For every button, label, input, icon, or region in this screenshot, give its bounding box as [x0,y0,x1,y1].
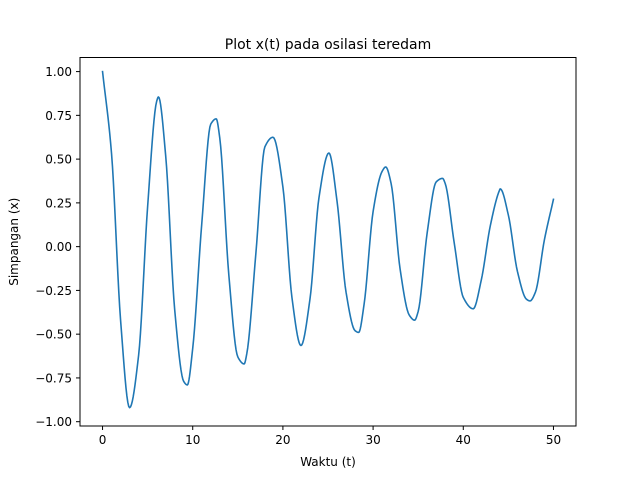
y-tick-label: 1.00 [45,65,72,79]
series-group [101,70,555,409]
x-tick-label: 50 [546,433,561,447]
y-tick-label: −0.75 [35,371,72,385]
y-axis-label: Simpangan (x) [7,198,21,286]
y-tick-label: 0.25 [45,196,72,210]
y-tick-label: 0.50 [45,153,72,167]
x-tick-label: 20 [275,433,290,447]
x-axis-label: Waktu (t) [300,455,356,469]
plot-frame [79,57,577,427]
y-axis-ticks: −1.00 −0.75 −0.50 −0.25 0.00 0.25 0.50 0.75 1.00 [35,65,80,429]
y-tick-label: −0.25 [35,284,72,298]
x-tick-label: 0 [99,433,107,447]
y-tick-label: 0.00 [45,240,72,254]
y-tick-label: −1.00 [35,415,72,429]
x-tick-label: 30 [365,433,380,447]
x-tick-label: 10 [185,433,200,447]
x-tick-label: 40 [456,433,471,447]
y-tick-label: 0.75 [45,109,72,123]
series-line [101,70,555,409]
y-tick-label: −0.50 [35,328,72,342]
chart-title: Plot x(t) pada osilasi teredam [225,37,432,53]
x-axis-ticks: 0 10 20 30 40 50 [99,426,561,447]
